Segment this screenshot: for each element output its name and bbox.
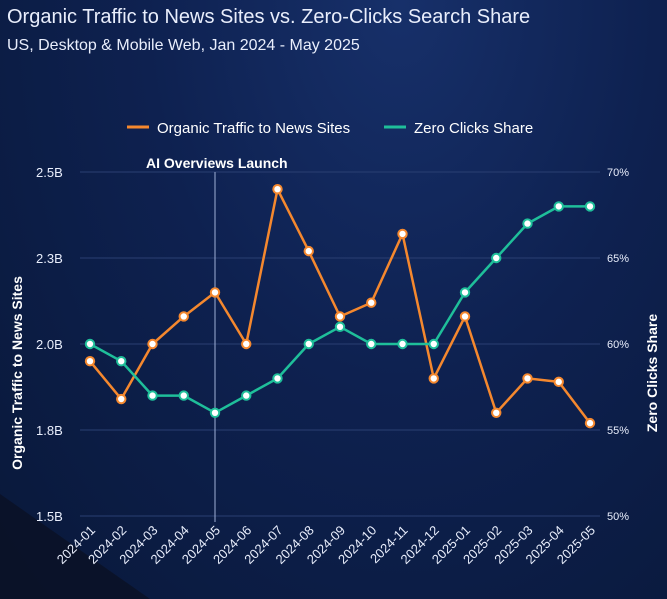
left-axis-ticks: 2.5B 2.3B 2.0B 1.8B 1.5B bbox=[36, 165, 63, 524]
series-1-point-8 bbox=[334, 321, 346, 332]
series-1-point-0 bbox=[84, 338, 96, 350]
left-axis-title: Organic Traffic to News Sites bbox=[9, 276, 25, 470]
series-1-point-14 bbox=[522, 218, 533, 229]
series-1-point-4 bbox=[209, 407, 221, 418]
right-tick-label-3: 55% bbox=[607, 425, 629, 437]
series-0-point-9 bbox=[366, 297, 377, 308]
series-0-point-13 bbox=[491, 407, 502, 418]
chart-subtitle: US, Desktop & Mobile Web, Jan 2024 - May… bbox=[7, 37, 360, 54]
grid-lines bbox=[80, 171, 600, 517]
series-0-point-6 bbox=[272, 184, 283, 195]
series-0-point-3 bbox=[178, 311, 189, 322]
legend-label-0: Organic Traffic to News Sites bbox=[157, 120, 350, 137]
annotation-label: AI Overviews Launch bbox=[146, 155, 288, 171]
right-tick-label-1: 65% bbox=[607, 253, 629, 265]
right-tick-label-4: 50% bbox=[607, 511, 629, 523]
series-0-point-2 bbox=[147, 338, 158, 350]
series-1-point-12 bbox=[459, 287, 471, 298]
series-1-point-10 bbox=[397, 338, 408, 350]
annotation-group: AI Overviews Launch bbox=[146, 155, 288, 522]
left-tick-label-4: 1.5B bbox=[36, 509, 63, 524]
series-1-point-1 bbox=[116, 356, 127, 367]
left-tick-label-2: 2.0B bbox=[36, 337, 63, 352]
left-tick-label-0: 2.5B bbox=[36, 165, 63, 180]
left-tick-label-3: 1.8B bbox=[36, 423, 63, 438]
x-axis-ticks: 2024-012024-022024-032024-042024-052024-… bbox=[54, 523, 598, 567]
series-line-0 bbox=[89, 187, 591, 424]
series-1-point-16 bbox=[584, 201, 596, 212]
series-0-point-1 bbox=[116, 393, 127, 405]
series-1-point-7 bbox=[303, 338, 314, 350]
legend-label-1: Zero Clicks Share bbox=[414, 120, 533, 137]
series-0-point-5 bbox=[241, 338, 252, 350]
right-tick-label-2: 60% bbox=[607, 339, 629, 351]
right-axis-ticks: 70% 65% 60% 55% 50% bbox=[607, 167, 629, 523]
series-1-point-5 bbox=[241, 390, 252, 401]
series-0-point-0 bbox=[84, 356, 96, 367]
series-1-point-9 bbox=[366, 338, 377, 350]
series-0-point-10 bbox=[397, 228, 408, 240]
series-0-point-7 bbox=[303, 245, 314, 257]
series-1-point-6 bbox=[272, 373, 283, 384]
series-1-point-2 bbox=[147, 390, 158, 401]
series-0-point-4 bbox=[209, 287, 221, 298]
series-0-point-16 bbox=[584, 417, 596, 429]
legend: Organic Traffic to News Sites Zero Clicks… bbox=[127, 120, 533, 137]
right-axis-title: Zero Clicks Share bbox=[644, 314, 660, 432]
series-0-point-11 bbox=[428, 373, 439, 384]
series-1-point-3 bbox=[178, 390, 189, 401]
series-1-point-11 bbox=[428, 338, 439, 350]
series-0-point-15 bbox=[553, 376, 564, 388]
series-0-point-12 bbox=[459, 311, 471, 322]
series-1-point-13 bbox=[491, 252, 502, 264]
series-0-point-14 bbox=[522, 373, 533, 384]
left-tick-label-1: 2.3B bbox=[36, 251, 63, 266]
series-1-point-15 bbox=[553, 201, 564, 212]
corner-decoration bbox=[0, 494, 150, 599]
series-group bbox=[84, 184, 596, 429]
series-0-point-8 bbox=[334, 311, 346, 322]
series-line-1 bbox=[89, 205, 590, 415]
chart-title: Organic Traffic to News Sites vs. Zero-C… bbox=[7, 6, 531, 28]
right-tick-label-0: 70% bbox=[607, 167, 629, 179]
